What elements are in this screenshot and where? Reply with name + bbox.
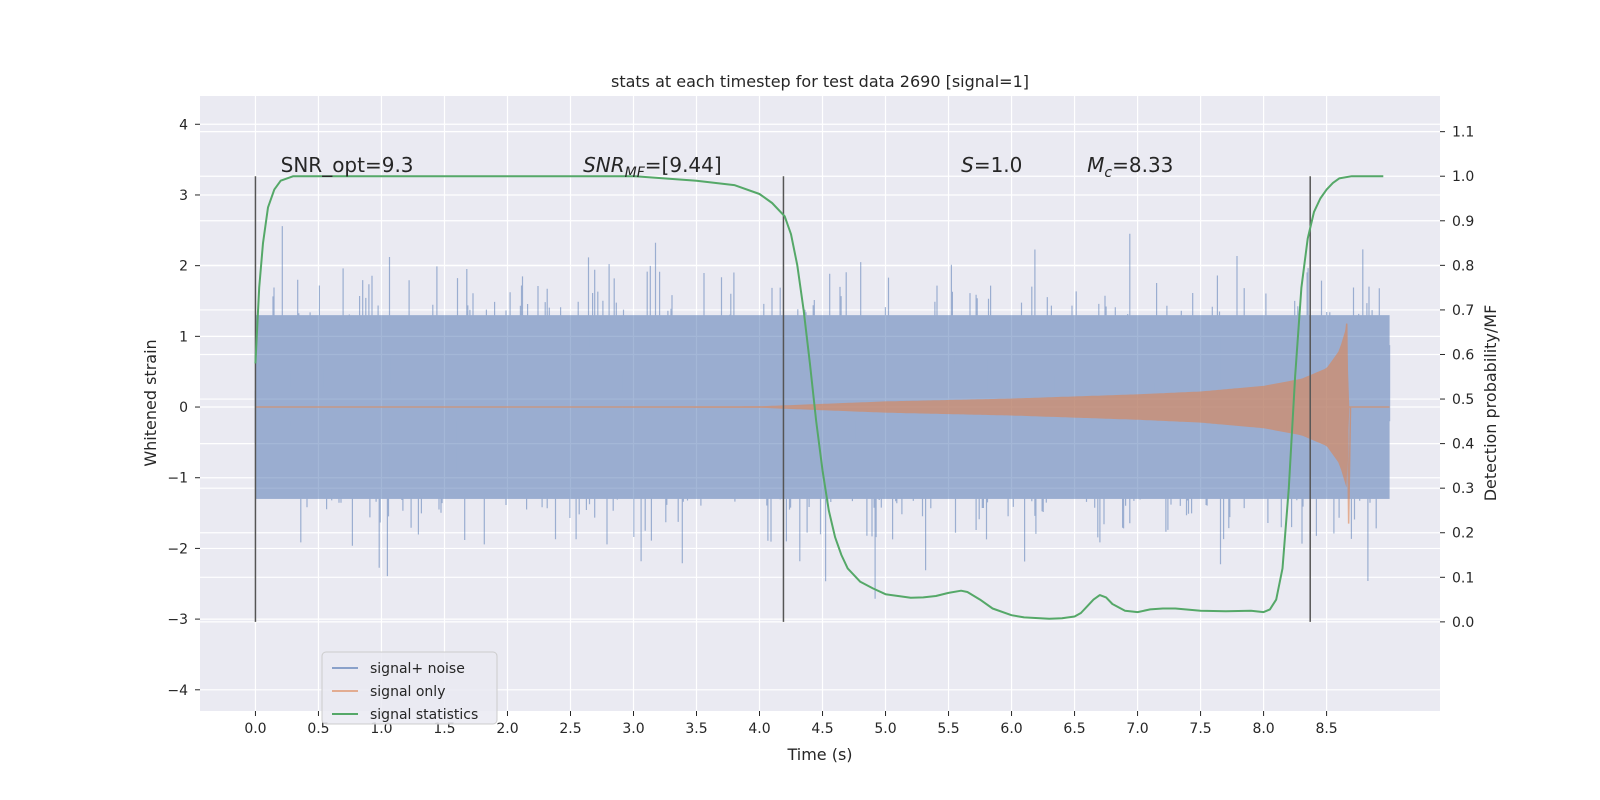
y-right-tick-label: 0.2	[1452, 526, 1474, 542]
x-tick-label: 7.0	[1126, 721, 1148, 737]
x-tick-label: 8.5	[1315, 721, 1337, 737]
legend-label: signal only	[370, 684, 445, 700]
series-signal-statistics	[254, 175, 1384, 620]
y-left-tick-label: 1	[179, 329, 188, 345]
x-axis-label: Time (s)	[786, 745, 852, 764]
x-tick-label: 7.5	[1189, 721, 1211, 737]
y-left-tick-label: −4	[167, 683, 188, 699]
legend-box	[321, 651, 498, 725]
x-tick-label: 5.0	[874, 721, 896, 737]
annotation-3: Mc=8.33	[1087, 153, 1173, 181]
y-right-tick-label: 0.8	[1452, 258, 1474, 274]
annotation-1: SNRMF=[9.44]	[583, 153, 722, 181]
y-right-tick-label: 0.4	[1452, 437, 1474, 453]
y-right-tick-label: 0.7	[1452, 303, 1474, 319]
x-tick-label: 0.5	[307, 721, 329, 737]
legend-label: signal statistics	[370, 707, 478, 723]
x-tick-label: 0.0	[244, 721, 266, 737]
x-tick-label: 4.0	[748, 721, 770, 737]
annotation-2: S=1.0	[961, 153, 1022, 177]
y-left-tick-label: 3	[179, 188, 188, 204]
y-right-tick-label: 1.0	[1452, 169, 1474, 185]
y-left-tick-label: 4	[179, 117, 188, 133]
y-right-tick-label: 0.3	[1452, 481, 1474, 497]
signal-merger-spike	[1340, 323, 1352, 524]
y-right-tick-label: 0.5	[1452, 392, 1474, 408]
y-axis-label-right: Detection probability/MF	[1481, 305, 1500, 502]
annotations: SNR_opt=9.3 SNRMF=[9.44] S=1.0 Mc=8.33	[281, 153, 1174, 181]
chart-title: stats at each timestep for test data 269…	[611, 72, 1029, 91]
annotation-0: SNR_opt=9.3	[281, 153, 414, 177]
y-right-tick-label: 0.1	[1452, 570, 1474, 586]
y-left-tick-label: 2	[179, 259, 188, 275]
y-right-tick-label: 0.6	[1452, 347, 1474, 363]
x-tick-label: 6.0	[1000, 721, 1022, 737]
x-tick-label: 5.5	[937, 721, 959, 737]
x-tick-label: 1.5	[433, 721, 455, 737]
y-left-tick-label: −2	[167, 541, 188, 557]
x-tick-label: 3.0	[622, 721, 644, 737]
x-tick-label: 2.0	[496, 721, 518, 737]
legend: signal+ noise signal only signal statistic…	[321, 651, 498, 725]
y-left-tick-label: −3	[167, 612, 188, 628]
y-axis-label-left: Whitened strain	[141, 339, 160, 466]
x-tick-label: 1.0	[370, 721, 392, 737]
x-tick-label: 8.0	[1252, 721, 1274, 737]
y-right-tick-label: 0.0	[1452, 615, 1474, 631]
series-signal-only	[255, 323, 1390, 524]
x-tick-label: 6.5	[1063, 721, 1085, 737]
y-right-tick-label: 0.9	[1452, 214, 1474, 230]
plot-content	[254, 175, 1391, 622]
x-tick-label: 2.5	[559, 721, 581, 737]
y-right-tick-label: 1.1	[1452, 125, 1474, 141]
y-left-tick-label: −1	[167, 471, 188, 487]
axes: 0.0 0.5 1.0 1.5 2.0 2.5 3.0 3.5 4.0 4.5 5.0 5.5 6.0 6…	[167, 117, 1474, 737]
x-tick-label: 4.5	[811, 721, 833, 737]
y-left-tick-label: 0	[179, 400, 188, 416]
legend-label: signal+ noise	[370, 661, 465, 677]
x-tick-label: 3.5	[685, 721, 707, 737]
